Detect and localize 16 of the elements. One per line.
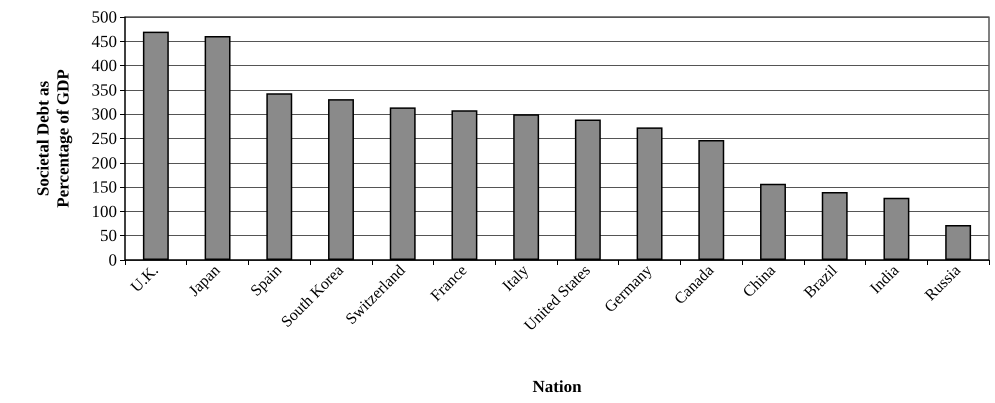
x-axis-title: Nation <box>532 377 582 396</box>
y-tick-label: 350 <box>92 80 117 100</box>
y-tick-label: 200 <box>92 153 117 172</box>
y-tick-label: 250 <box>92 129 117 148</box>
x-tick-label: U.K. <box>128 262 162 296</box>
y-tick-label: 500 <box>92 8 117 26</box>
y-tick-label: 100 <box>92 202 117 221</box>
y-axis-title: Societal Debt as Percentage of GDP <box>34 69 72 208</box>
y-tick-label: 0 <box>108 250 117 270</box>
y-tick-label: 400 <box>92 56 117 76</box>
x-tick-label: Italy <box>499 262 532 295</box>
y-tick-label: 150 <box>92 178 117 197</box>
y-tick-label: 300 <box>92 104 117 124</box>
x-tick-label: India <box>867 262 902 298</box>
y-tick-label: 450 <box>92 32 117 51</box>
y-tick-label: 50 <box>100 226 117 246</box>
